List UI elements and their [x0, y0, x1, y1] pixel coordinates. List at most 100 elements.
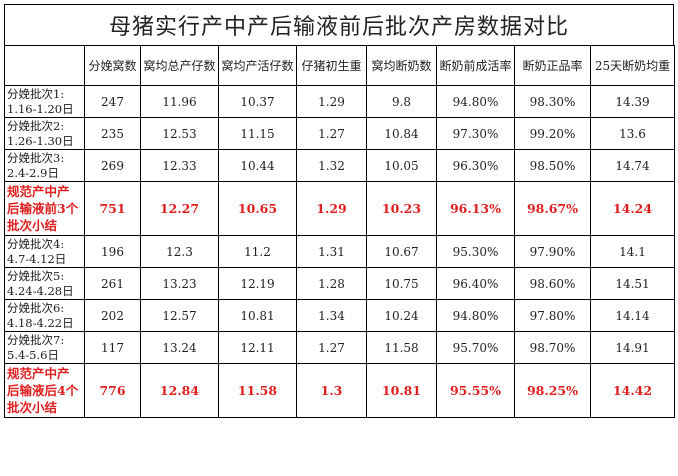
row-label-line: 分娩批次1: [7, 86, 65, 101]
row-label-line: 4.24-4.28日 [7, 283, 74, 298]
cell-birth-weight: 1.29 [296, 181, 367, 236]
row-label-line: 4.7-4.12日 [7, 251, 67, 266]
row-label-cell: 分娩批次2: 1.26-1.30日 [4, 117, 85, 150]
row-label-line: 2.4-2.9日 [7, 165, 59, 180]
cell-total-born: 12.57 [140, 299, 219, 332]
row-label-line: 后输液前3个 [7, 201, 79, 216]
row-label-line: 规范产中产 [7, 184, 70, 199]
row-label-line: 分娩批次5: [7, 268, 65, 283]
cell-weaned: 10.23 [366, 181, 437, 236]
cell-litters: 196 [84, 235, 141, 268]
cell-birth-weight: 1.27 [296, 331, 367, 364]
cell-survival-rate: 96.13% [436, 181, 515, 236]
cell-weaning-weight: 14.39 [590, 85, 675, 118]
cell-birth-weight: 1.27 [296, 117, 367, 150]
table-title: 母猪实行产中产后输液前后批次产房数据对比 [4, 4, 674, 45]
cell-weaned: 11.58 [366, 331, 437, 364]
cell-litters: 261 [84, 267, 141, 300]
cell-weaning-weight: 14.14 [590, 299, 675, 332]
cell-total-born: 12.27 [140, 181, 219, 236]
header-cell-weaned: 窝均断奶数 [366, 45, 437, 86]
cell-quality-rate: 97.90% [514, 235, 591, 268]
header-cell-quality-rate: 断奶正品率 [514, 45, 591, 86]
data-table: 分娩窝数 窝均总产仔数 窝均产活仔数 仔猪初生重 窝均断奶数 断奶前成活率 断奶… [4, 45, 675, 418]
cell-weaning-weight: 14.1 [590, 235, 675, 268]
cell-total-born: 12.53 [140, 117, 219, 150]
cell-quality-rate: 97.80% [514, 299, 591, 332]
cell-weaned: 10.81 [366, 363, 437, 418]
row-label-line: 分娩批次3: [7, 150, 65, 165]
cell-litters: 269 [84, 149, 141, 182]
row-label-line: 1.16-1.20日 [7, 101, 74, 116]
cell-weaning-weight: 14.42 [590, 363, 675, 418]
cell-litters: 202 [84, 299, 141, 332]
row-label-line: 规范产中产 [7, 366, 70, 381]
table-row: 分娩批次2: 1.26-1.30日 235 12.53 11.15 1.27 10.84 97… [4, 117, 675, 150]
cell-survival-rate: 96.40% [436, 267, 515, 300]
cell-total-born: 13.23 [140, 267, 219, 300]
row-label-cell: 分娩批次3: 2.4-2.9日 [4, 149, 85, 182]
row-label-cell: 分娩批次7: 5.4-5.6日 [4, 331, 85, 364]
summary-row: 规范产中产后输液前3个 批次小结 751 12.27 10.65 1.29 10.23 96.… [4, 181, 675, 236]
cell-survival-rate: 94.80% [436, 299, 515, 332]
cell-born-alive: 12.19 [218, 267, 297, 300]
row-label-line: 5.4-5.6日 [7, 347, 59, 362]
cell-total-born: 12.33 [140, 149, 219, 182]
table-row: 分娩批次7: 5.4-5.6日 117 13.24 12.11 1.27 11.58 95.7… [4, 331, 675, 364]
header-cell-birth-weight: 仔猪初生重 [296, 45, 367, 86]
cell-litters: 247 [84, 85, 141, 118]
cell-birth-weight: 1.31 [296, 235, 367, 268]
cell-total-born: 12.3 [140, 235, 219, 268]
table-row: 分娩批次5: 4.24-4.28日 261 13.23 12.19 1.28 10.75 96… [4, 267, 675, 300]
table-row: 分娩批次3: 2.4-2.9日 269 12.33 10.44 1.32 10.05 96.3… [4, 149, 675, 182]
row-label-line: 批次小结 [7, 218, 58, 233]
cell-weaned: 10.24 [366, 299, 437, 332]
cell-litters: 117 [84, 331, 141, 364]
summary-row: 规范产中产 后输液后4个 批次小结 776 12.84 11.58 1.3 10.81 95.5… [4, 363, 675, 418]
cell-weaned: 10.84 [366, 117, 437, 150]
cell-born-alive: 10.81 [218, 299, 297, 332]
cell-quality-rate: 99.20% [514, 117, 591, 150]
table-row: 分娩批次6: 4.18-4.22日 202 12.57 10.81 1.34 10.24 94… [4, 299, 675, 332]
row-label-line: 4.18-4.22日 [7, 315, 74, 330]
cell-weaned: 10.75 [366, 267, 437, 300]
cell-total-born: 11.96 [140, 85, 219, 118]
cell-birth-weight: 1.34 [296, 299, 367, 332]
cell-survival-rate: 96.30% [436, 149, 515, 182]
cell-birth-weight: 1.29 [296, 85, 367, 118]
cell-litters: 776 [84, 363, 141, 418]
cell-litters: 751 [84, 181, 141, 236]
cell-survival-rate: 94.80% [436, 85, 515, 118]
spreadsheet: 母猪实行产中产后输液前后批次产房数据对比 分娩窝数 窝均总产仔数 窝均产活仔数 … [4, 4, 675, 418]
table-row: 分娩批次4: 4.7-4.12日 196 12.3 11.2 1.31 10.67 95.30… [4, 235, 675, 268]
cell-weaning-weight: 14.91 [590, 331, 675, 364]
cell-born-alive: 11.2 [218, 235, 297, 268]
header-row: 分娩窝数 窝均总产仔数 窝均产活仔数 仔猪初生重 窝均断奶数 断奶前成活率 断奶… [4, 45, 675, 86]
cell-quality-rate: 98.25% [514, 363, 591, 418]
cell-survival-rate: 97.30% [436, 117, 515, 150]
cell-quality-rate: 98.50% [514, 149, 591, 182]
row-label-line: 1.26-1.30日 [7, 133, 74, 148]
header-cell-total-born: 窝均总产仔数 [140, 45, 219, 86]
cell-born-alive: 10.37 [218, 85, 297, 118]
row-label-line: 分娩批次2: [7, 118, 65, 133]
cell-born-alive: 11.15 [218, 117, 297, 150]
header-cell-corner [4, 45, 85, 86]
cell-weaning-weight: 13.6 [590, 117, 675, 150]
cell-born-alive: 11.58 [218, 363, 297, 418]
cell-total-born: 13.24 [140, 331, 219, 364]
cell-weaned: 9.8 [366, 85, 437, 118]
row-label-line: 分娩批次4: [7, 236, 65, 251]
cell-weaned: 10.67 [366, 235, 437, 268]
cell-survival-rate: 95.55% [436, 363, 515, 418]
header-cell-survival-rate: 断奶前成活率 [436, 45, 515, 86]
row-label-line: 批次小结 [7, 400, 58, 415]
header-cell-litters: 分娩窝数 [84, 45, 141, 86]
cell-total-born: 12.84 [140, 363, 219, 418]
cell-quality-rate: 98.60% [514, 267, 591, 300]
cell-born-alive: 10.65 [218, 181, 297, 236]
cell-weaning-weight: 14.51 [590, 267, 675, 300]
cell-survival-rate: 95.70% [436, 331, 515, 364]
row-label-line: 后输液后4个 [7, 383, 79, 398]
table-row: 分娩批次1: 1.16-1.20日 247 11.96 10.37 1.29 9.8 94.8… [4, 85, 675, 118]
